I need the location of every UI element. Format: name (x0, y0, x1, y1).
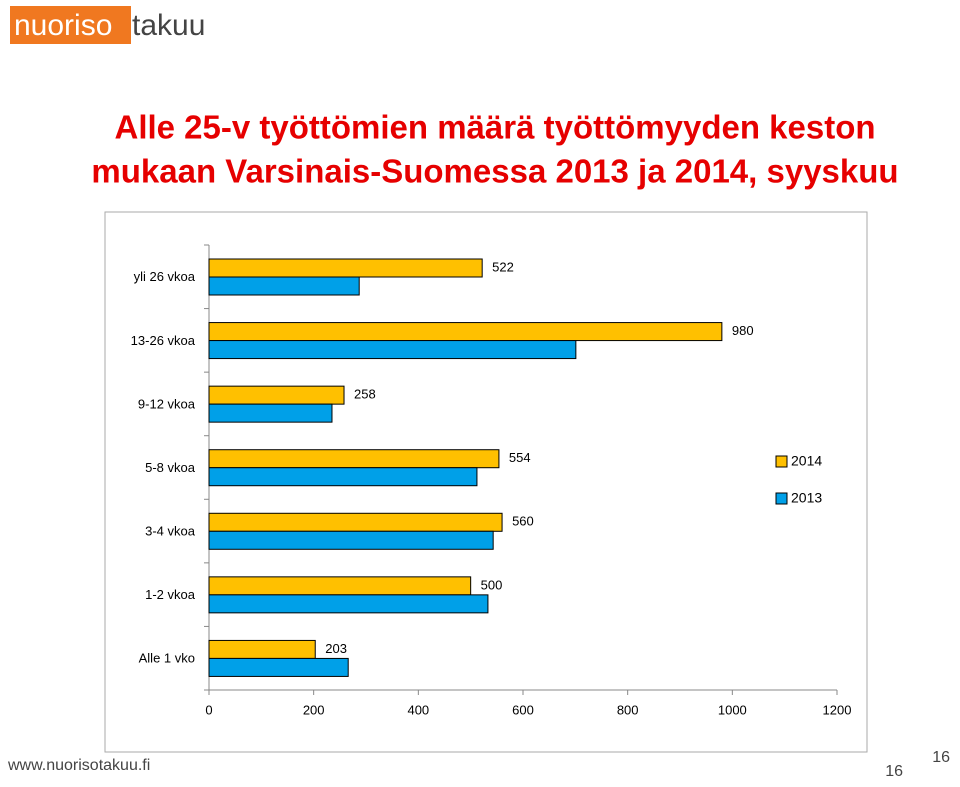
y-tick-label: yli 26 vkoa (134, 269, 196, 284)
bar (208, 322, 723, 342)
value-label: 258 (354, 387, 376, 402)
value-label: 554 (509, 450, 531, 465)
legend-label: 2013 (791, 490, 822, 506)
logo-text: takuu (132, 9, 205, 42)
bar (208, 657, 349, 677)
page-number: 16 (885, 763, 903, 780)
value-label: 203 (325, 641, 347, 656)
bar (208, 467, 478, 487)
chart: 0 200 400 600 800 1000 1200 yli 26 vkoa 522 13-26… (131, 244, 852, 717)
bar (208, 340, 577, 360)
bar (208, 258, 483, 278)
logo-box (10, 6, 131, 44)
y-tick-label: 1-2 vkoa (145, 587, 196, 602)
chart-frame (104, 211, 868, 753)
legend-label: 2014 (791, 453, 822, 469)
x-tick-label: 800 (617, 702, 639, 717)
x-tick-label: 400 (407, 702, 429, 717)
value-label: 980 (732, 323, 754, 338)
bar (208, 449, 500, 469)
bar (208, 594, 489, 614)
title-line: Alle 25-v työttömien määrä työttömyyden … (114, 109, 875, 146)
y-tick-label: 13-26 vkoa (131, 333, 196, 348)
value-label: 522 (492, 259, 514, 274)
footer-url: www.nuorisotakuu.fi (7, 757, 150, 774)
legend-swatch (775, 455, 788, 468)
bar (208, 512, 503, 532)
bar (208, 385, 345, 405)
logo-text: nuoriso (14, 9, 112, 42)
value-label: 500 (481, 577, 503, 592)
page-number: 16 (932, 749, 950, 766)
bar (208, 576, 472, 596)
y-tick-label: Alle 1 vko (139, 651, 195, 666)
y-tick-label: 5-8 vkoa (145, 460, 196, 475)
bar (208, 639, 316, 659)
bar (208, 403, 333, 423)
x-tick-label: 600 (512, 702, 534, 717)
legend-swatch (775, 492, 788, 505)
title-line: mukaan Varsinais-Suomessa 2013 ja 2014, … (91, 153, 898, 190)
y-tick-label: 9-12 vkoa (138, 396, 196, 411)
x-tick-label: 1000 (718, 702, 747, 717)
value-label: 560 (512, 514, 534, 529)
x-tick-label: 0 (205, 702, 212, 717)
x-tick-label: 1200 (823, 702, 852, 717)
x-tick-label: 200 (303, 702, 325, 717)
bar (208, 276, 360, 296)
bar (208, 530, 494, 550)
y-tick-label: 3-4 vkoa (145, 524, 196, 539)
